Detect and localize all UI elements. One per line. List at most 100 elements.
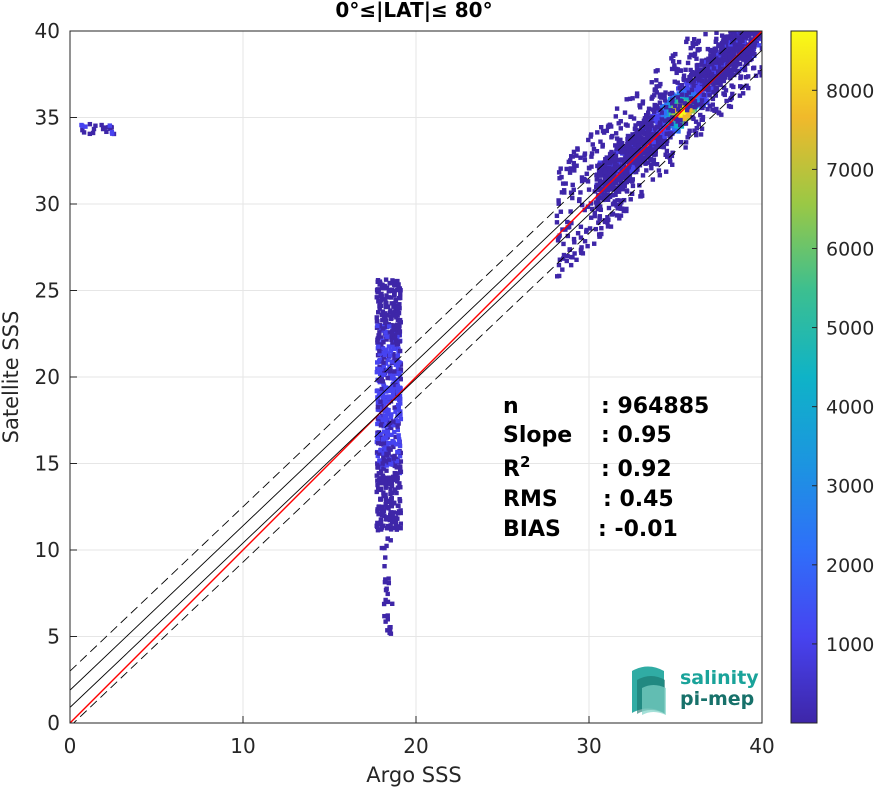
density-cell [387, 498, 392, 503]
density-cell [679, 112, 684, 117]
density-cell [587, 226, 593, 231]
density-cell [628, 197, 633, 202]
density-cell [388, 348, 394, 353]
density-cell [693, 76, 699, 81]
density-cell [694, 125, 700, 131]
density-cell [393, 520, 399, 525]
x-tick-label: 40 [749, 734, 774, 758]
density-cell [726, 69, 731, 75]
density-cell [694, 56, 699, 61]
density-cell [398, 416, 404, 422]
density-cell [375, 287, 380, 292]
density-cell [386, 344, 392, 349]
density-cell [584, 227, 589, 233]
density-cell [389, 432, 394, 438]
density-cell [395, 364, 401, 370]
density-cell [738, 35, 743, 41]
density-cell [391, 474, 396, 480]
density-cell [383, 577, 388, 582]
density-cell [697, 80, 702, 85]
density-cell [375, 421, 380, 427]
density-cell [381, 363, 386, 369]
density-cell [730, 31, 736, 35]
density-cell [393, 474, 398, 480]
density-cell [378, 505, 383, 510]
density-cell [719, 78, 724, 84]
density-cell [614, 202, 620, 208]
density-cell [603, 183, 608, 189]
density-cell [91, 126, 97, 132]
density-cell [559, 190, 565, 195]
chart-title: 0°≤|LAT|≤ 80° [335, 0, 492, 22]
density-cell [625, 134, 631, 139]
density-cell [387, 627, 393, 632]
density-cell [627, 96, 633, 102]
y-tick-label: 30 [35, 192, 60, 216]
density-cell [619, 157, 624, 162]
density-cell [383, 619, 388, 624]
density-cell [759, 65, 762, 70]
density-cell [395, 510, 401, 516]
density-cell [386, 446, 391, 451]
density-cell [395, 427, 401, 433]
fit-line-0 [70, 31, 762, 723]
density-cell [693, 41, 699, 47]
density-cell [744, 31, 749, 32]
density-cell [376, 344, 381, 349]
density-cell [377, 371, 383, 377]
density-cell [613, 180, 619, 186]
density-cell [606, 205, 612, 211]
density-cell [562, 190, 567, 195]
density-cell [605, 172, 610, 177]
density-cell [738, 56, 744, 61]
density-cell [393, 442, 399, 447]
density-cell [378, 293, 383, 299]
density-cell [695, 47, 701, 52]
density-cell [669, 66, 675, 72]
density-cell [395, 418, 400, 424]
density-cell [378, 497, 384, 502]
density-cell [652, 116, 657, 122]
density-cell [385, 536, 390, 541]
density-cell [602, 175, 608, 180]
density-cell [386, 576, 391, 581]
density-cell [600, 128, 606, 134]
density-cell [737, 61, 743, 67]
density-cell [625, 153, 631, 158]
density-cell [633, 123, 638, 128]
density-cell [378, 423, 384, 428]
density-cell [678, 139, 684, 145]
density-cell [624, 97, 629, 102]
density-cell [557, 233, 562, 238]
density-cell [752, 31, 758, 35]
density-cell [575, 147, 580, 152]
density-cell [724, 98, 729, 104]
density-cell [654, 162, 660, 167]
density-cell [376, 366, 382, 372]
density-cell [647, 120, 652, 126]
density-cell [611, 183, 616, 188]
density-cell [397, 439, 402, 444]
density-cell [375, 278, 381, 283]
density-cell [391, 510, 397, 515]
density-cell [717, 69, 722, 75]
colorbar-tick-label: 7000 [826, 159, 874, 181]
density-cell [689, 79, 694, 85]
density-cell [698, 83, 704, 88]
density-cell [393, 523, 398, 528]
density-cell [398, 526, 403, 531]
density-cell [614, 162, 619, 168]
density-cell [676, 91, 681, 96]
colorbar [790, 30, 818, 724]
density-cell [688, 107, 693, 113]
density-cell [397, 443, 403, 449]
density-cell [578, 190, 583, 195]
density-cell [638, 194, 644, 199]
density-cell [395, 390, 401, 395]
density-cell [395, 524, 401, 529]
density-cell [382, 413, 387, 419]
density-cell [598, 167, 604, 172]
density-cell [665, 120, 671, 126]
density-cell [375, 323, 380, 329]
density-cell [659, 95, 664, 100]
